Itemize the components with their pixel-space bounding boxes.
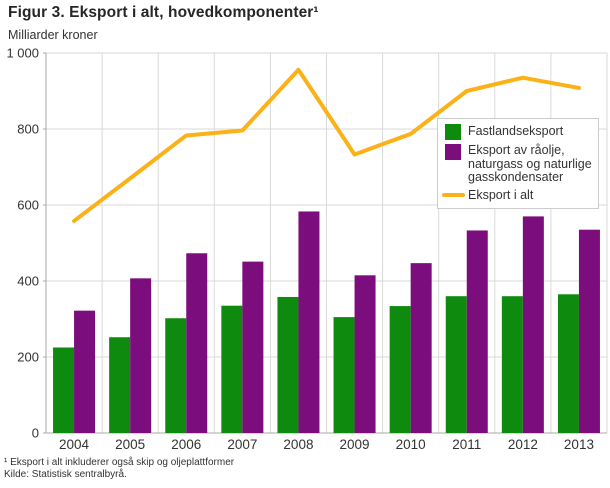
bar-fastlandseksport-2011 bbox=[445, 296, 467, 433]
line-eksport-i-alt bbox=[72, 67, 581, 223]
bar-fastlandseksport-2012 bbox=[501, 296, 523, 433]
legend-label-line: naturgass og naturlige bbox=[468, 156, 592, 171]
x-tick-label: 2005 bbox=[115, 437, 145, 452]
footnote-text: ¹ Eksport i alt inkluderer også skip og … bbox=[4, 457, 235, 468]
y-tick-label: 400 bbox=[17, 274, 39, 289]
footnote-block: ¹ Eksport i alt inkluderer også skip og … bbox=[4, 457, 604, 481]
bar-fastlandseksport-2006 bbox=[165, 318, 187, 433]
bar-olje-gass-2008 bbox=[298, 211, 320, 433]
bar-olje-gass-2009 bbox=[354, 275, 376, 433]
x-tick-label: 2009 bbox=[340, 437, 370, 452]
legend-label-line: Eksport av råolje, bbox=[468, 143, 565, 157]
bar-olje-gass-2012 bbox=[522, 216, 544, 433]
legend-item-olje-gass: Eksport av råolje, naturgass og naturlig… bbox=[445, 143, 594, 185]
source-text: Kilde: Statistisk sentralbyrå. bbox=[4, 469, 127, 480]
y-tick-label: 800 bbox=[17, 122, 39, 137]
legend-item-fastlandseksport: Fastlandseksport bbox=[445, 124, 594, 140]
y-tick-label: 600 bbox=[17, 198, 39, 213]
legend-swatch-orange-line bbox=[442, 193, 465, 198]
y-tick-label: 0 bbox=[32, 426, 39, 441]
legend-label-eksport-i-alt: Eksport i alt bbox=[468, 187, 534, 202]
y-axis-unit-label: Milliarder kroner bbox=[8, 28, 98, 42]
bar-olje-gass-2010 bbox=[410, 263, 432, 433]
x-tick-label: 2008 bbox=[283, 437, 313, 452]
bar-olje-gass-2006 bbox=[186, 253, 208, 433]
legend-label-line: gasskondensater bbox=[468, 170, 564, 184]
y-tick-label: 200 bbox=[17, 350, 39, 365]
bar-fastlandseksport-2007 bbox=[221, 305, 243, 433]
x-tick-label: 2011 bbox=[452, 437, 481, 452]
x-tick-label: 2012 bbox=[508, 437, 538, 452]
chart-legend: Fastlandseksport Eksport av råolje, natu… bbox=[437, 118, 599, 209]
bar-olje-gass-2005 bbox=[130, 278, 152, 433]
bar-fastlandseksport-2005 bbox=[109, 337, 131, 433]
x-tick-label: 2006 bbox=[171, 437, 201, 452]
bar-fastlandseksport-2009 bbox=[333, 317, 355, 433]
bar-fastlandseksport-2013 bbox=[557, 294, 579, 433]
bar-olje-gass-2011 bbox=[466, 230, 488, 433]
x-tick-label: 2013 bbox=[564, 437, 594, 452]
bar-fastlandseksport-2008 bbox=[277, 296, 299, 433]
x-tick-label: 2010 bbox=[396, 437, 426, 452]
bar-olje-gass-2013 bbox=[578, 229, 600, 433]
legend-label-fastlandseksport: Fastlandseksport bbox=[468, 124, 564, 139]
legend-swatch-green bbox=[445, 124, 461, 140]
y-tick-label: 1 000 bbox=[6, 46, 39, 61]
x-tick-label: 2007 bbox=[227, 437, 257, 452]
bar-fastlandseksport-2004 bbox=[53, 347, 75, 433]
bar-fastlandseksport-2010 bbox=[389, 306, 411, 433]
figure-title: Figur 3. Eksport i alt, hovedkomponenter… bbox=[8, 4, 319, 21]
x-tick-label: 2004 bbox=[59, 437, 90, 452]
bar-olje-gass-2007 bbox=[242, 261, 264, 433]
legend-swatch-purple bbox=[445, 144, 461, 160]
bar-olje-gass-2004 bbox=[74, 310, 96, 433]
legend-label-olje-gass: Eksport av råolje, naturgass og naturlig… bbox=[468, 143, 592, 185]
legend-item-eksport-i-alt: Eksport i alt bbox=[442, 187, 594, 203]
